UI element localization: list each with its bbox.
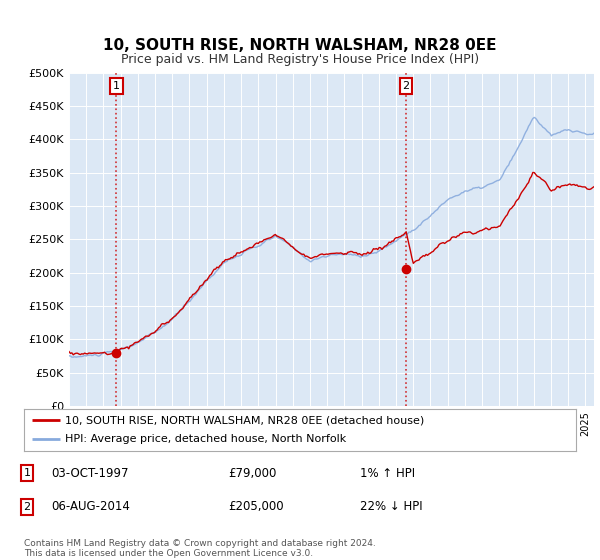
Text: 22% ↓ HPI: 22% ↓ HPI [360, 500, 422, 514]
Text: 1: 1 [23, 468, 31, 478]
Text: 03-OCT-1997: 03-OCT-1997 [51, 466, 128, 480]
Text: 10, SOUTH RISE, NORTH WALSHAM, NR28 0EE: 10, SOUTH RISE, NORTH WALSHAM, NR28 0EE [103, 38, 497, 53]
Text: 1% ↑ HPI: 1% ↑ HPI [360, 466, 415, 480]
Text: 06-AUG-2014: 06-AUG-2014 [51, 500, 130, 514]
Text: Price paid vs. HM Land Registry's House Price Index (HPI): Price paid vs. HM Land Registry's House … [121, 53, 479, 66]
Text: 1: 1 [113, 81, 120, 91]
Text: 2: 2 [403, 81, 410, 91]
Text: 10, SOUTH RISE, NORTH WALSHAM, NR28 0EE (detached house): 10, SOUTH RISE, NORTH WALSHAM, NR28 0EE … [65, 415, 425, 425]
Text: £79,000: £79,000 [228, 466, 277, 480]
Text: 2: 2 [23, 502, 31, 512]
Text: HPI: Average price, detached house, North Norfolk: HPI: Average price, detached house, Nort… [65, 435, 347, 445]
Text: Contains HM Land Registry data © Crown copyright and database right 2024.
This d: Contains HM Land Registry data © Crown c… [24, 539, 376, 558]
Text: £205,000: £205,000 [228, 500, 284, 514]
